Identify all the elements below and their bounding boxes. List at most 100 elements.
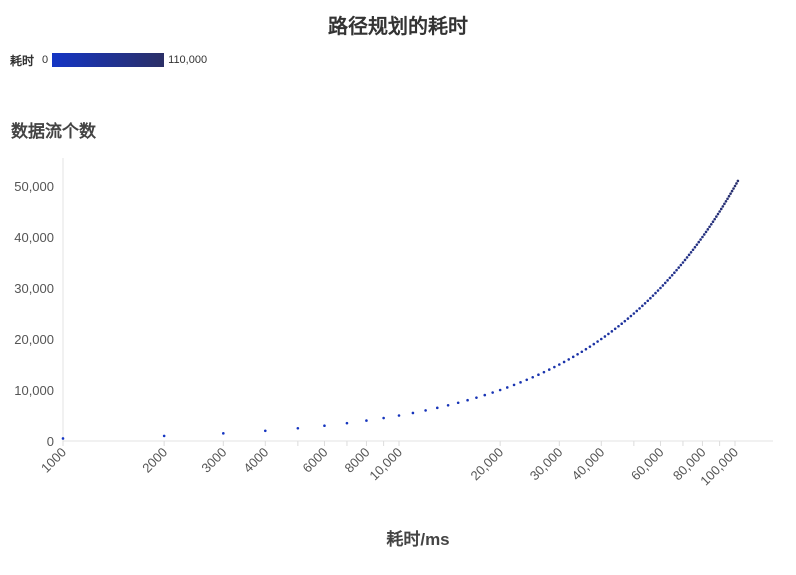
data-point: [719, 207, 723, 211]
data-point: [623, 319, 627, 323]
data-point: [677, 266, 681, 269]
data-point: [691, 248, 695, 252]
data-point: [607, 332, 610, 336]
data-point: [729, 192, 732, 195]
data-point: [475, 396, 478, 399]
data-point: [704, 230, 708, 234]
data-point: [61, 437, 65, 440]
data-point: [702, 233, 706, 236]
data-point: [709, 222, 713, 226]
data-point: [446, 404, 450, 407]
data-point: [576, 353, 579, 356]
data-point: [603, 335, 607, 338]
data-point: [491, 391, 494, 394]
data-point: [723, 202, 726, 206]
data-point: [365, 419, 368, 422]
data-point: [505, 386, 509, 389]
data-point: [584, 347, 588, 351]
data-point: [713, 217, 716, 221]
data-point: [531, 375, 535, 379]
color-legend: 耗时 0 110,000: [10, 50, 207, 70]
data-point: [670, 273, 674, 277]
data-point: [635, 309, 639, 313]
x-tick-label: 40,000: [569, 445, 608, 484]
data-point: [162, 434, 166, 438]
data-point: [651, 294, 655, 297]
data-point: [715, 215, 718, 218]
data-point: [689, 251, 693, 254]
chart-title: 路径规划的耗时: [328, 16, 468, 38]
x-tick-label: 20,000: [468, 445, 507, 484]
data-point: [397, 414, 401, 417]
x-tick-label: 30,000: [527, 445, 566, 484]
data-point: [693, 245, 697, 249]
data-point: [466, 398, 469, 402]
data-point: [435, 406, 439, 410]
data-point: [296, 426, 300, 430]
data-point: [567, 358, 571, 361]
data-point: [537, 373, 540, 377]
data-point: [666, 279, 669, 282]
data-point: [424, 409, 427, 412]
data-point: [685, 256, 689, 259]
data-point: [411, 411, 415, 415]
data-point: [382, 416, 385, 420]
data-point: [675, 268, 678, 272]
data-point: [727, 194, 731, 198]
data-points: [61, 179, 740, 440]
data-point: [735, 182, 738, 185]
data-point: [649, 296, 652, 300]
data-point: [599, 337, 603, 341]
legend-min-label: 0: [42, 54, 49, 66]
data-point: [708, 225, 711, 229]
data-point: [656, 289, 660, 292]
legend-gradient-bar: [52, 53, 165, 67]
data-point: [641, 304, 644, 308]
x-tick-label: 10,000: [366, 445, 405, 484]
data-point: [571, 355, 575, 359]
data-point: [558, 363, 561, 366]
data-point: [519, 381, 522, 384]
data-point: [721, 205, 725, 208]
x-tick-label: 2000: [139, 445, 170, 476]
data-point: [730, 189, 734, 193]
data-point: [626, 317, 630, 320]
data-point: [699, 238, 702, 241]
data-point: [736, 179, 740, 183]
x-tick-label: 60,000: [628, 445, 667, 484]
y-tick-label: 20,000: [14, 332, 54, 347]
data-point: [596, 340, 599, 343]
data-point: [629, 314, 633, 318]
data-point: [562, 360, 566, 364]
data-point: [701, 235, 704, 239]
data-point: [683, 258, 687, 262]
data-point: [711, 220, 715, 223]
data-point: [706, 228, 710, 231]
data-point: [638, 307, 641, 310]
data-point: [632, 312, 636, 315]
legend-max-label: 110,000: [168, 54, 208, 66]
data-point: [643, 302, 647, 305]
x-tick-label: 4000: [240, 445, 271, 476]
y-tick-label: 0: [47, 434, 54, 449]
data-point: [610, 330, 614, 333]
data-point: [620, 322, 623, 326]
data-point: [512, 383, 516, 387]
data-point: [673, 271, 676, 275]
data-point: [222, 432, 225, 435]
legend-title: 耗时: [10, 53, 35, 68]
data-point: [697, 240, 701, 244]
data-point: [726, 197, 729, 201]
data-point: [695, 243, 699, 246]
data-point: [592, 342, 596, 346]
data-point: [553, 365, 556, 369]
data-point: [525, 378, 529, 382]
data-point: [668, 276, 672, 280]
y-tick-label: 30,000: [14, 281, 54, 296]
x-tick-label: 3000: [198, 445, 229, 476]
data-point: [345, 421, 349, 425]
data-point: [580, 350, 584, 354]
data-point: [716, 212, 720, 216]
